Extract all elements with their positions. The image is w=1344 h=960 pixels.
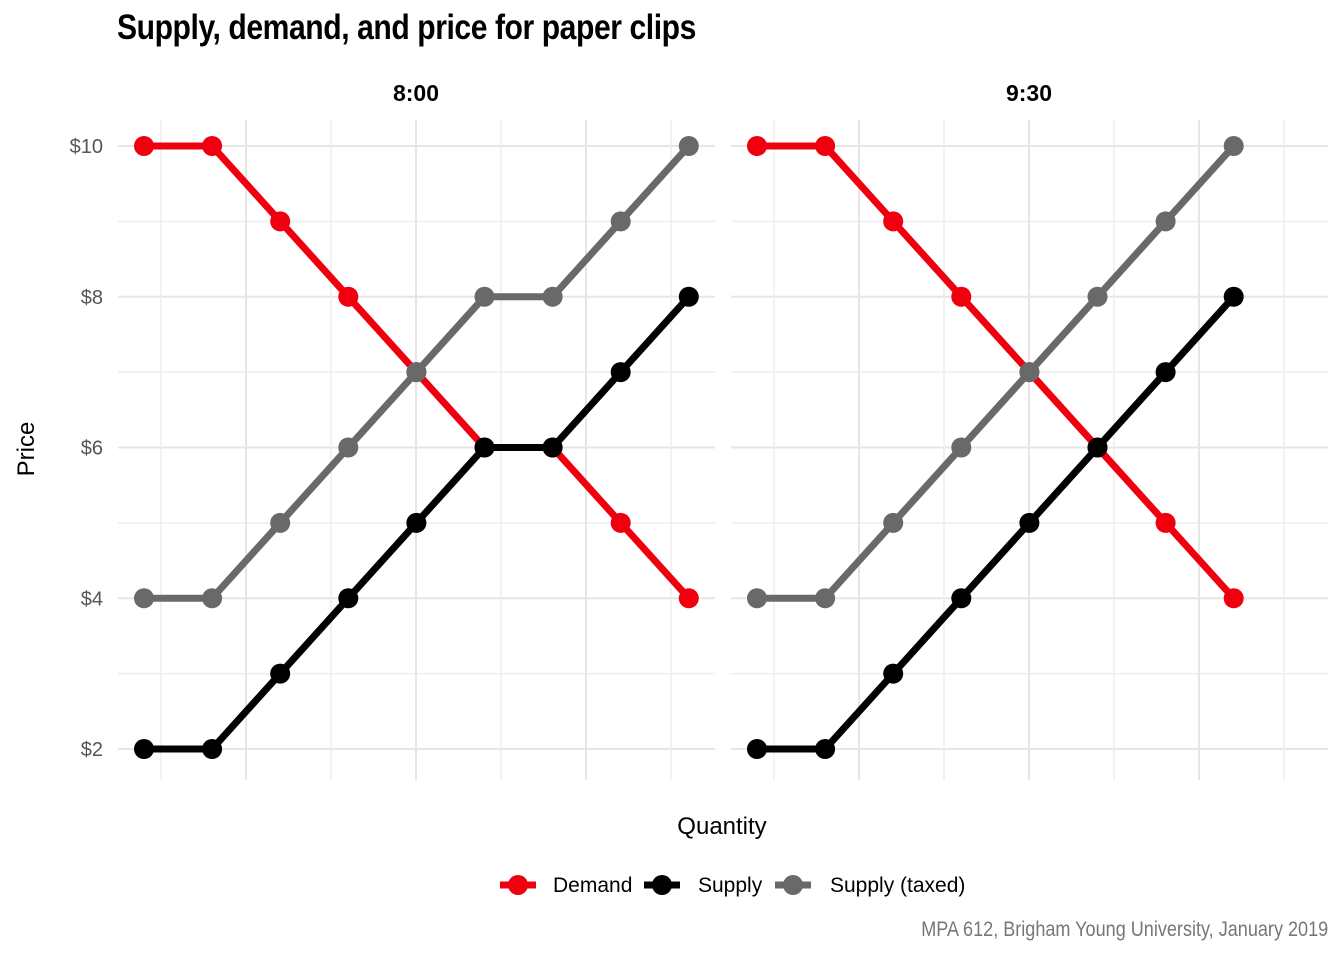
chart-title: Supply, demand, and price for paper clip… — [117, 8, 696, 47]
caption: MPA 612, Brigham Young University, Janua… — [921, 918, 1328, 941]
y-tick-label: $6 — [81, 438, 103, 460]
data-point — [951, 286, 972, 307]
legend-item: Supply — [644, 874, 763, 897]
data-point — [747, 588, 767, 609]
data-point — [202, 588, 223, 609]
data-point — [338, 588, 359, 609]
data-point — [951, 437, 972, 458]
data-point — [406, 512, 427, 533]
data-point — [406, 362, 427, 383]
data-point — [951, 588, 972, 609]
data-point — [747, 739, 767, 759]
series-line-supply-taxed — [753, 142, 1238, 602]
data-point — [883, 211, 904, 232]
legend-key-point — [652, 875, 672, 895]
data-point — [1087, 286, 1108, 307]
series-line-supply — [753, 293, 1238, 753]
data-point — [270, 663, 291, 684]
data-point — [815, 739, 836, 759]
series-line-demand — [753, 142, 1238, 602]
data-point — [747, 136, 767, 156]
data-point — [883, 512, 904, 533]
data-point — [1223, 136, 1244, 156]
data-point — [815, 588, 836, 609]
legend-label: Supply — [698, 874, 763, 897]
y-tick-label: $10 — [70, 136, 103, 158]
data-point — [474, 286, 495, 307]
grid-layer — [118, 120, 1328, 780]
axis-layer: 8:00 9:30 $2 $4 $6 $8 $10 — [70, 80, 1052, 761]
data-point — [610, 362, 631, 383]
data-point — [1223, 286, 1244, 307]
data-point — [134, 588, 154, 609]
data-point — [1087, 437, 1108, 458]
data-point — [1155, 512, 1176, 533]
data-point — [1155, 362, 1176, 383]
legend: Demand Supply Supply (taxed) — [500, 874, 965, 897]
data-point — [678, 286, 699, 307]
data-point — [134, 136, 154, 156]
data-point — [1019, 362, 1040, 383]
data-point — [134, 739, 154, 759]
y-tick-label: $2 — [81, 739, 103, 761]
data-point — [474, 437, 495, 458]
data-point — [338, 437, 359, 458]
y-tick-label: $4 — [81, 588, 103, 610]
data-point — [815, 136, 836, 156]
data-point — [1019, 512, 1040, 533]
data-point — [883, 663, 904, 684]
legend-key-point — [783, 875, 803, 895]
facet-label: 9:30 — [1006, 80, 1052, 106]
data-point — [610, 512, 631, 533]
legend-label: Supply (taxed) — [830, 874, 965, 897]
data-point — [1155, 211, 1176, 232]
data-point — [202, 136, 223, 156]
y-axis-title: Price — [13, 422, 40, 477]
data-point — [270, 211, 291, 232]
data-point — [338, 286, 359, 307]
data-point — [1223, 588, 1244, 609]
data-point — [202, 739, 223, 759]
data-point — [542, 286, 563, 307]
facet-label: 8:00 — [393, 80, 439, 106]
legend-item: Demand — [500, 874, 632, 897]
data-point — [610, 211, 631, 232]
legend-key-point — [508, 875, 528, 895]
legend-item: Supply (taxed) — [775, 874, 965, 897]
x-axis-title: Quantity — [677, 813, 766, 840]
data-point — [270, 512, 291, 533]
data-point — [678, 136, 699, 156]
legend-label: Demand — [553, 874, 632, 897]
data-point — [542, 437, 563, 458]
series-layer — [134, 136, 1244, 759]
data-point — [678, 588, 699, 609]
y-tick-label: $8 — [81, 287, 103, 309]
